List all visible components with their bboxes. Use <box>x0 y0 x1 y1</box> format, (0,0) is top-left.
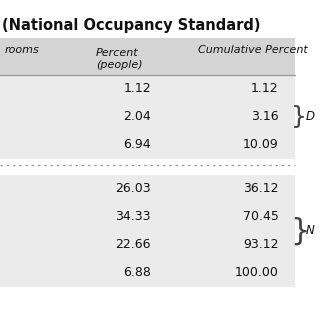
Bar <box>0 75 295 103</box>
Text: (National Occupancy Standard): (National Occupancy Standard) <box>2 18 260 33</box>
Text: D: D <box>306 110 315 124</box>
Bar <box>0 259 295 287</box>
Bar <box>0 38 295 75</box>
Bar <box>0 231 295 259</box>
Text: 1.12: 1.12 <box>251 83 278 95</box>
Text: 22.66: 22.66 <box>116 238 151 252</box>
Text: 93.12: 93.12 <box>243 238 278 252</box>
Bar <box>0 103 295 131</box>
Text: Percent: Percent <box>96 48 139 58</box>
Text: N: N <box>306 225 314 237</box>
Text: Cumulative Percent: Cumulative Percent <box>198 45 308 55</box>
Bar <box>0 175 295 203</box>
Text: 70.45: 70.45 <box>243 211 278 223</box>
Text: $\}$: $\}$ <box>290 215 307 247</box>
Text: 10.09: 10.09 <box>243 139 278 151</box>
Bar <box>0 131 295 159</box>
Text: rooms: rooms <box>5 45 40 55</box>
Text: 36.12: 36.12 <box>243 182 278 196</box>
Bar <box>0 203 295 231</box>
Text: $\}$: $\}$ <box>290 103 304 131</box>
Text: 3.16: 3.16 <box>251 110 278 124</box>
Text: 6.94: 6.94 <box>124 139 151 151</box>
Text: 100.00: 100.00 <box>235 267 278 279</box>
Text: 2.04: 2.04 <box>123 110 151 124</box>
Text: 26.03: 26.03 <box>116 182 151 196</box>
Text: (people): (people) <box>96 60 143 70</box>
Text: 1.12: 1.12 <box>124 83 151 95</box>
Text: 34.33: 34.33 <box>116 211 151 223</box>
Text: 6.88: 6.88 <box>123 267 151 279</box>
